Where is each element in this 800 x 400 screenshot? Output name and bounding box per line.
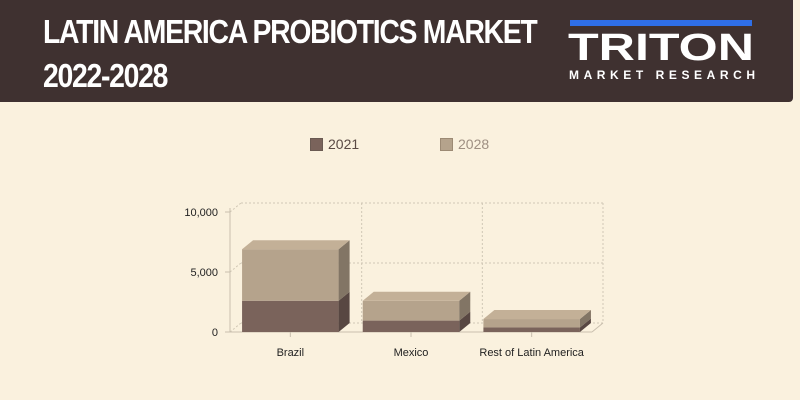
- chart-plot: 0 5,000 10,000 Brazil Mexico Rest of Latin Am…: [184, 202, 604, 359]
- legend-label-2028: 2028: [458, 136, 490, 152]
- y-tick-label: 5,000: [190, 267, 218, 279]
- gridline-side: [229, 322, 242, 333]
- bar-top-2: [483, 310, 591, 320]
- legend-swatch-2021: [310, 137, 323, 151]
- bar-top-1: [362, 291, 471, 301]
- bar-side-2021-0: [338, 291, 350, 332]
- gridline-side: [229, 262, 242, 273]
- logo-text: TRITON: [568, 27, 754, 69]
- legend-item-2021: 2021: [310, 136, 359, 152]
- bar-2028-2: [483, 319, 580, 328]
- legend-swatch-2028: [440, 137, 453, 151]
- bar-2021-1: [362, 320, 460, 332]
- bar-side-2021-1: [459, 311, 471, 332]
- bar-side-2028-1: [459, 291, 471, 321]
- bar-2021-2: [483, 327, 580, 332]
- bar-side-2028-2: [579, 310, 591, 328]
- title-line-2: 2022-2028: [43, 57, 168, 94]
- legend-label-2021: 2021: [328, 136, 360, 152]
- gridline-side: [229, 202, 242, 213]
- chart-area: 2021 2028 0 5,000 10,000 Brazil Mexico Rest o…: [0, 102, 800, 400]
- y-tick-label: 10,000: [184, 207, 218, 219]
- x-tick-label: Mexico: [394, 347, 429, 359]
- legend-item-2028: 2028: [440, 136, 489, 152]
- bar-2021-0: [242, 300, 339, 332]
- header-banner: LATIN AMERICA PROBIOTICS MARKET 2022-202…: [0, 0, 793, 102]
- bar-top-0: [242, 240, 350, 250]
- y-tick-label: 0: [212, 327, 218, 339]
- bar-2028-0: [242, 249, 339, 301]
- logo-bar: [570, 20, 752, 26]
- title-line-1: LATIN AMERICA PROBIOTICS MARKET: [43, 13, 538, 50]
- bar-side-2021-2: [579, 318, 591, 332]
- triton-logo: TRITON MARKET RESEARCH: [568, 20, 755, 82]
- x-tick-label: Brazil: [277, 347, 305, 359]
- bar-side-2028-0: [338, 240, 350, 301]
- x-tick-label: Rest of Latin America: [479, 347, 584, 359]
- bar-2028-1: [362, 300, 460, 321]
- logo-subtext: MARKET RESEARCH: [569, 68, 755, 82]
- floor-side-edge: [591, 322, 604, 333]
- page-title: LATIN AMERICA PROBIOTICS MARKET 2022-202…: [43, 10, 538, 98]
